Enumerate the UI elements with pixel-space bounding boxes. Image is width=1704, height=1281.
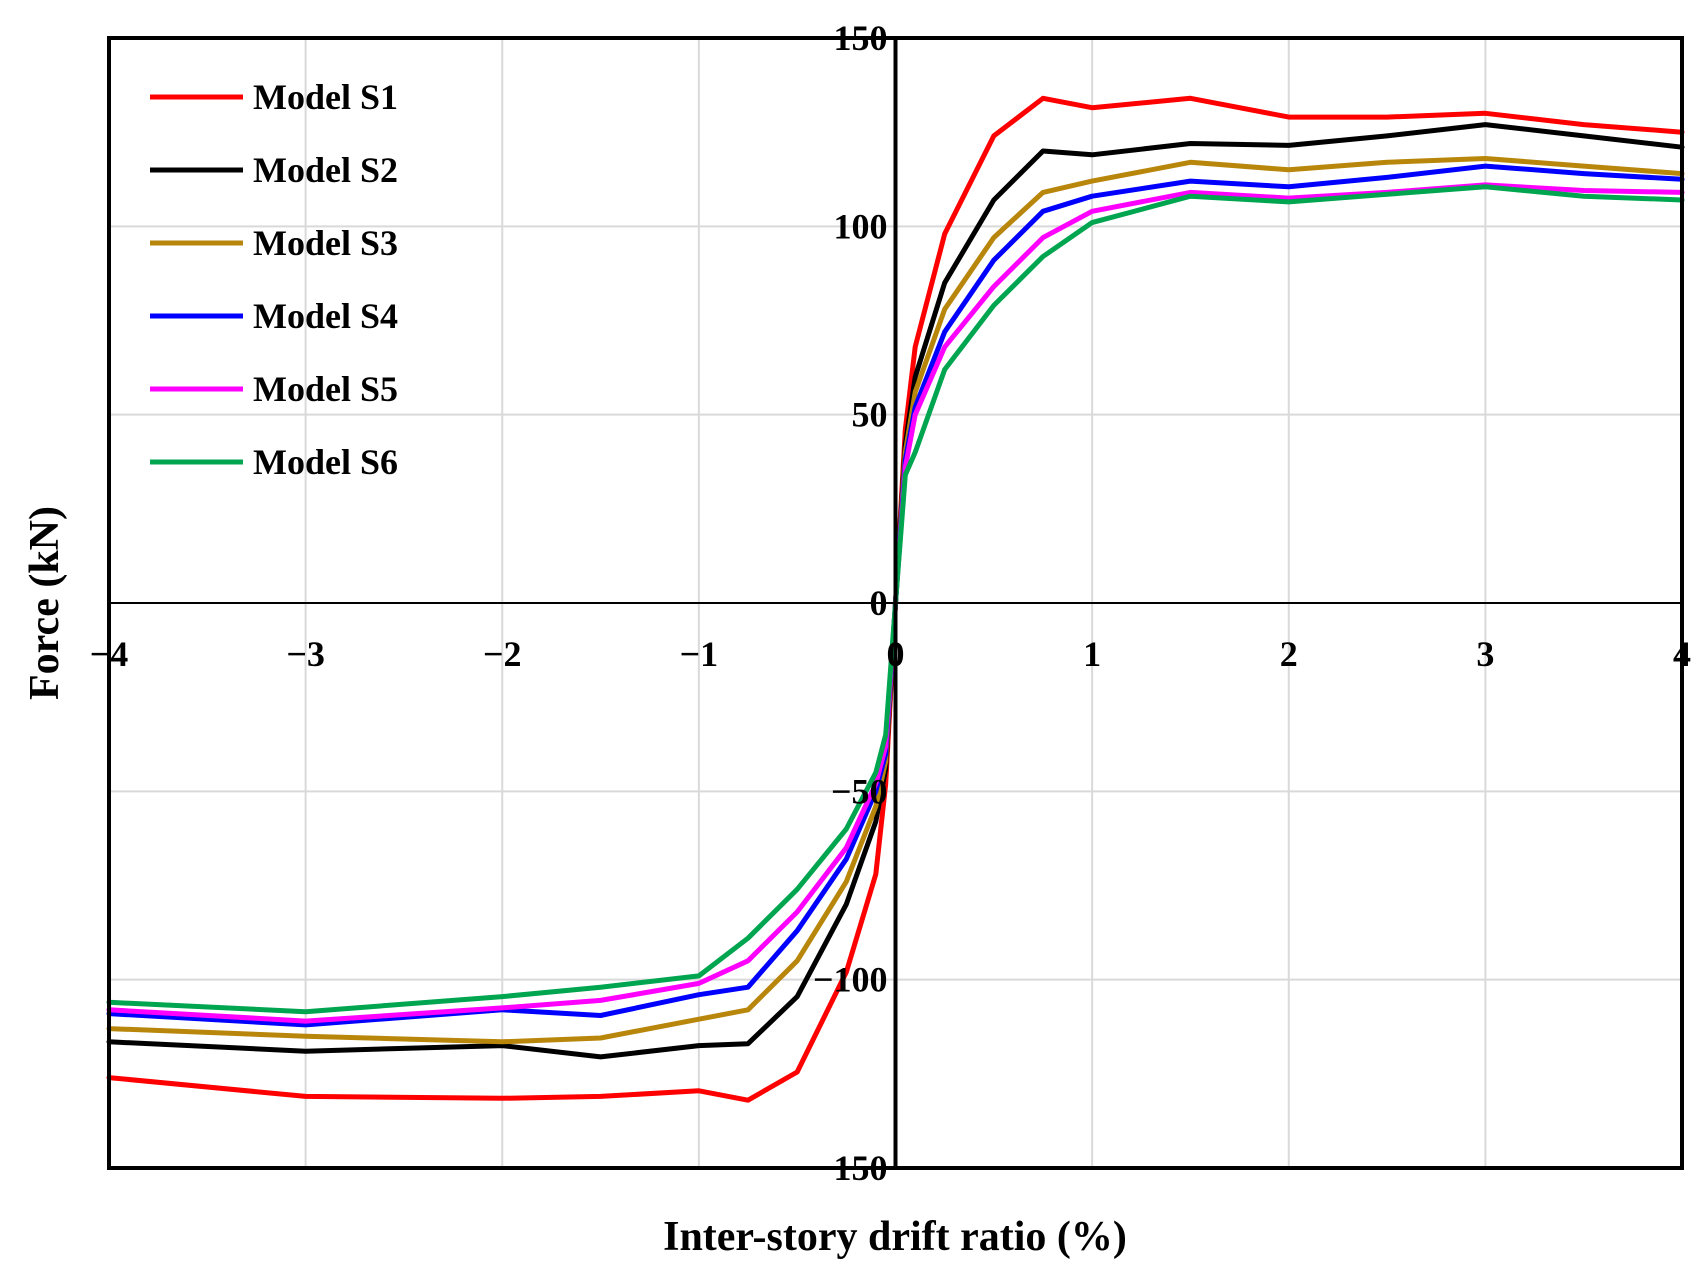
y-tick-label: −50 <box>831 771 888 811</box>
legend-label-6: Model S6 <box>253 442 398 482</box>
axes <box>107 36 1684 1170</box>
x-tick-label: −3 <box>286 634 325 674</box>
y-tick-label: 50 <box>852 395 888 435</box>
legend-label-4: Model S4 <box>253 296 398 336</box>
y-tick-label: −100 <box>813 960 888 1000</box>
y-tick-label: −150 <box>813 1148 888 1188</box>
series-line-5 <box>106 182 1685 1024</box>
legend: Model S1 Model S2 Model S3 Model S4 Model S5… <box>150 77 398 482</box>
x-tick-label: 3 <box>1476 634 1494 674</box>
x-tick-label: −4 <box>90 634 129 674</box>
legend-label-1: Model S1 <box>253 77 398 117</box>
y-tick-label: 150 <box>834 18 888 58</box>
x-axis-title: Inter-story drift ratio (%) <box>663 1214 1127 1260</box>
series-lines <box>106 95 1685 1103</box>
x-tick-label: 0 <box>887 634 905 674</box>
x-tick-label: 1 <box>1083 634 1101 674</box>
x-tick-label: 2 <box>1280 634 1298 674</box>
legend-label-2: Model S2 <box>253 150 398 190</box>
x-tick-label: −1 <box>680 634 719 674</box>
y-tick-label: 0 <box>870 583 888 623</box>
x-tick-label: −2 <box>483 634 522 674</box>
x-tick-label: 4 <box>1673 634 1691 674</box>
y-axis-title: Force (kN) <box>22 506 68 700</box>
series-line-6 <box>106 184 1685 1015</box>
legend-label-3: Model S3 <box>253 223 398 263</box>
legend-label-5: Model S5 <box>253 369 398 409</box>
y-tick-label: 100 <box>834 206 888 246</box>
tick-labels: −4 −3 −2 −1 0 1 2 3 4 −150 −100 −50 0 50 100 150 <box>90 18 1691 1188</box>
